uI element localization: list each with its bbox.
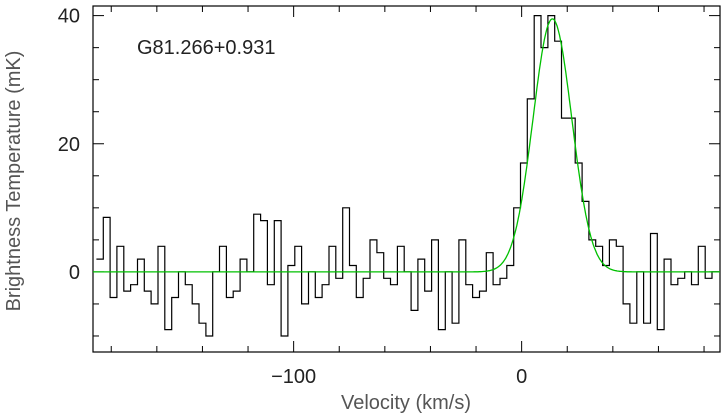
axes-layer (92, 5, 721, 353)
plot-frame (92, 5, 721, 353)
spectrum-step-line (96, 15, 719, 337)
tick-labels: −100 0 0 20 40 (58, 6, 527, 388)
gaussian-fit-line (93, 18, 720, 273)
y-tick-label: 20 (58, 134, 80, 156)
x-axis-title: Velocity (km/s) (341, 392, 471, 414)
y-tick-label: 40 (58, 6, 80, 28)
x-tick-label: −100 (271, 366, 316, 388)
y-axis-title: Brightness Temperature (mK) (3, 51, 25, 312)
x-tick-label: 0 (516, 366, 527, 388)
source-annotation: G81.266+0.931 (137, 37, 275, 59)
data-layer (93, 15, 720, 337)
y-tick-label: 0 (69, 262, 80, 284)
